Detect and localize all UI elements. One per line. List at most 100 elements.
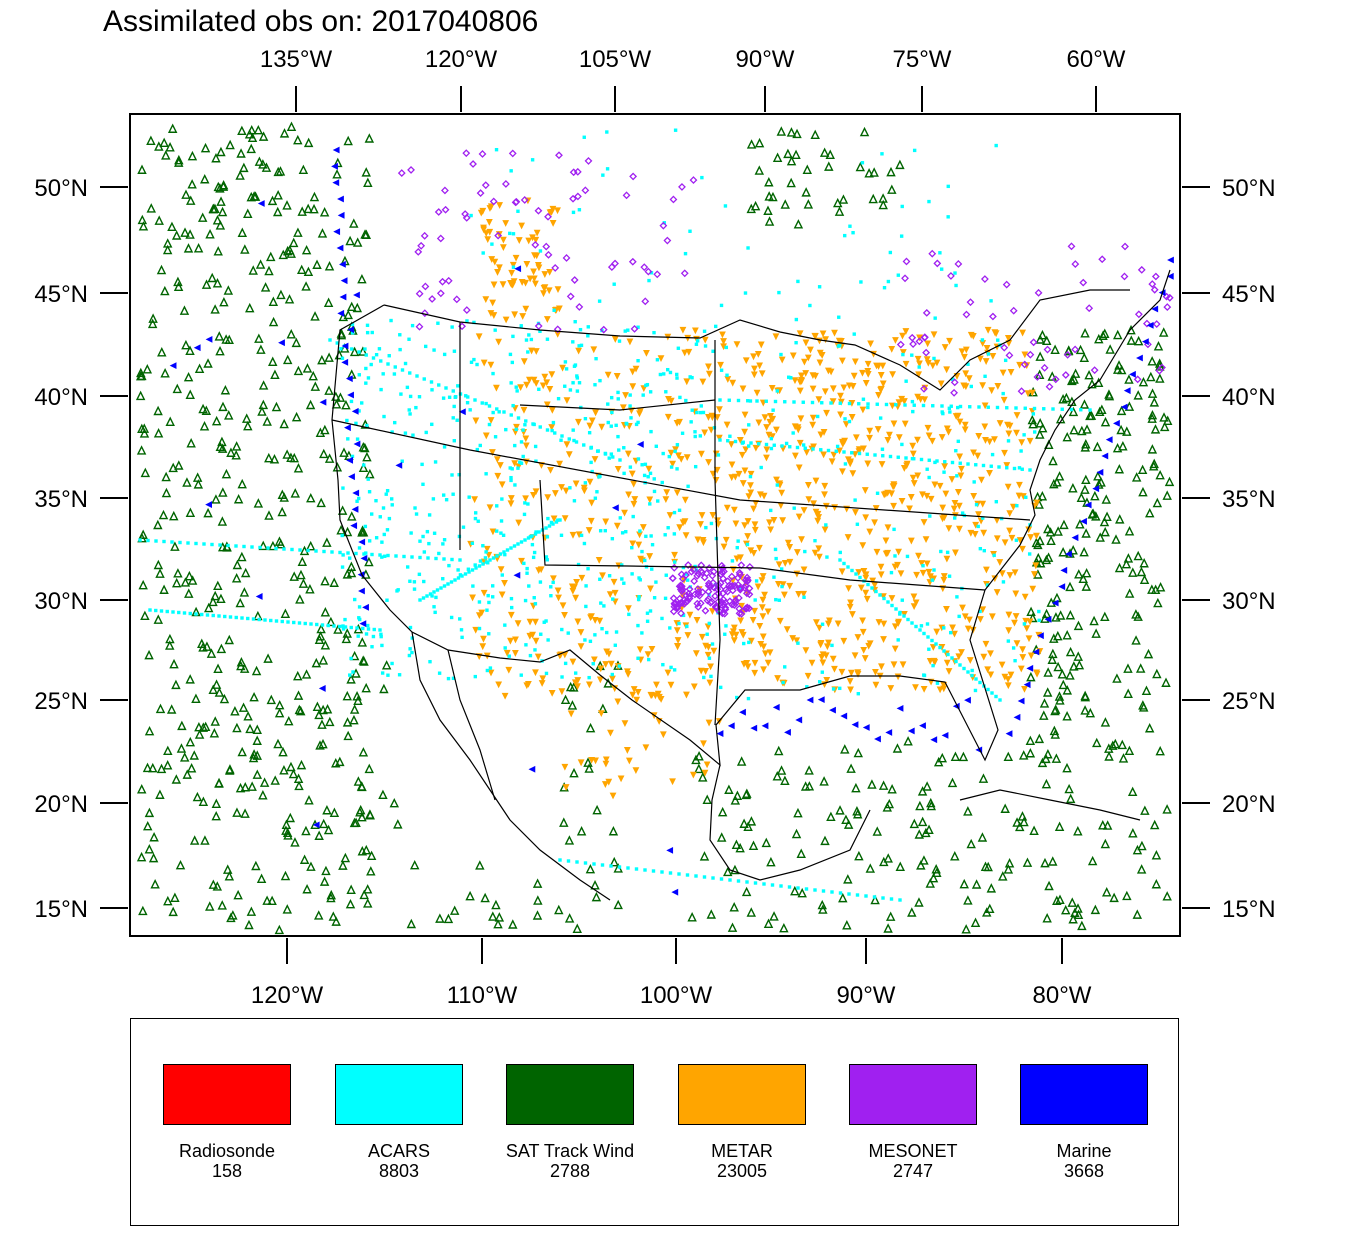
mesonet-marker [694, 585, 702, 593]
metar-marker [751, 521, 759, 529]
sat-track-wind-marker [1089, 615, 1099, 626]
metar-marker [713, 414, 721, 421]
mesonet-marker [669, 594, 678, 603]
sat-track-wind-marker [163, 895, 173, 906]
metar-marker [776, 480, 784, 488]
metar-marker [588, 417, 596, 425]
metar-marker [636, 646, 644, 654]
sat-track-wind-marker [1052, 477, 1062, 487]
sat-track-wind-marker [1053, 630, 1063, 641]
acars-marker [618, 516, 622, 520]
sat-track-wind-marker [1124, 526, 1135, 536]
acars-marker [418, 598, 422, 602]
acars-marker [607, 574, 612, 578]
metar-marker [1032, 562, 1040, 570]
acars-marker [622, 581, 626, 585]
metar-marker [739, 631, 747, 639]
state-line-3 [539, 479, 761, 569]
acars-marker [986, 352, 991, 356]
metar-marker [586, 422, 594, 430]
mesonet-marker [734, 594, 743, 602]
mesonet-marker [434, 208, 443, 216]
sat-track-wind-marker [818, 904, 828, 914]
acars-marker [719, 877, 724, 881]
sat-track-wind-marker [211, 679, 222, 689]
acars-marker [355, 626, 359, 630]
sat-track-wind-marker [1050, 705, 1060, 716]
sat-track-wind-marker [314, 634, 325, 645]
metar-marker [491, 258, 499, 266]
sat-track-wind-marker [885, 911, 896, 921]
acars-marker [424, 430, 428, 435]
sat-track-wind-marker [239, 663, 250, 673]
acars-marker [511, 232, 516, 236]
sat-track-wind-marker [1162, 490, 1172, 500]
sat-track-wind-marker [1149, 819, 1160, 830]
sat-track-wind-marker [1049, 478, 1059, 489]
acars-marker [354, 421, 358, 426]
acars-marker [857, 451, 862, 456]
metar-marker [597, 665, 605, 673]
acars-marker [500, 497, 504, 501]
acars-marker [769, 508, 773, 513]
sat-track-wind-marker [184, 570, 195, 581]
sat-track-wind-marker [819, 147, 830, 157]
mesonet-marker [920, 384, 928, 393]
metar-marker [507, 500, 515, 508]
acars-marker [341, 486, 345, 490]
acars-marker [379, 634, 383, 639]
sat-track-wind-marker [1046, 535, 1056, 545]
sat-track-wind-marker [326, 889, 337, 900]
sat-track-wind-marker [193, 243, 204, 253]
sat-track-wind-marker [138, 221, 149, 231]
acars-marker [995, 405, 1000, 410]
mesonet-marker [677, 609, 685, 618]
acars-marker [819, 448, 823, 452]
sat-track-wind-marker [1081, 567, 1092, 578]
mesonet-marker [1034, 288, 1043, 297]
acars-marker [664, 573, 668, 577]
acars-marker [970, 668, 974, 673]
acars-marker [456, 384, 460, 388]
sat-track-wind-marker [358, 747, 369, 757]
acars-marker [274, 619, 279, 623]
sat-track-wind-marker [409, 859, 420, 870]
sat-track-wind-marker [1026, 606, 1036, 617]
sat-track-wind-marker [1086, 410, 1097, 420]
sat-track-wind-marker [1076, 492, 1087, 502]
acars-marker [341, 627, 346, 631]
sat-track-wind-marker [1019, 816, 1029, 827]
acars-marker [950, 460, 955, 465]
acars-marker [378, 553, 382, 557]
acars-marker [890, 603, 894, 608]
marine-marker [351, 505, 359, 513]
legend-count: 2747 [892, 1161, 934, 1181]
acars-marker [568, 486, 572, 490]
acars-marker [357, 605, 362, 609]
sat-track-wind-marker [1045, 527, 1056, 537]
acars-marker [896, 455, 900, 459]
mesonet-marker [735, 609, 744, 618]
acars-marker [648, 502, 652, 506]
acars-marker [470, 568, 475, 572]
mesonet-marker [599, 325, 608, 334]
acars-marker [1005, 406, 1009, 410]
metar-marker [1027, 534, 1034, 541]
sat-track-wind-marker [286, 452, 296, 462]
acars-marker [493, 435, 498, 439]
mesonet-marker [687, 567, 696, 576]
acars-marker [620, 531, 625, 535]
sat-track-wind-marker [1118, 441, 1128, 451]
metar-marker [764, 659, 772, 667]
sat-track-wind-marker [247, 132, 258, 142]
sat-track-wind-marker [435, 913, 445, 923]
acars-marker [513, 483, 517, 487]
acars-marker [694, 874, 698, 878]
acars-marker [714, 324, 718, 329]
acars-marker [728, 878, 732, 882]
sat-track-wind-marker [959, 878, 969, 889]
sat-track-wind-marker [1139, 574, 1150, 585]
sat-track-wind-marker [763, 205, 773, 215]
acars-marker [813, 888, 817, 892]
sat-track-wind-marker [296, 264, 307, 275]
